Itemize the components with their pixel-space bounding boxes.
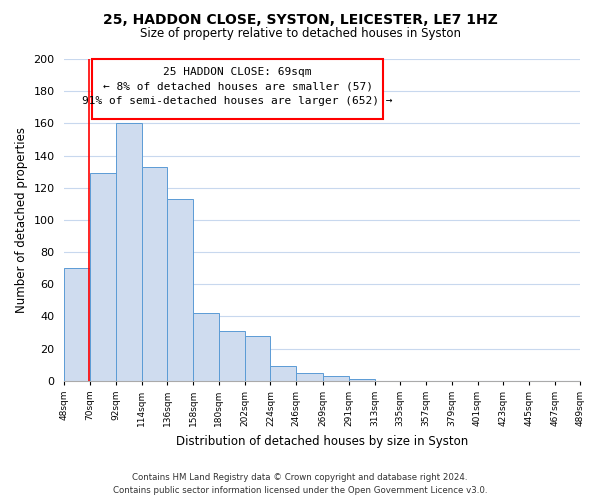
Bar — [142, 167, 167, 381]
FancyBboxPatch shape — [92, 59, 383, 118]
Bar — [90, 173, 116, 381]
Text: Contains HM Land Registry data © Crown copyright and database right 2024.
Contai: Contains HM Land Registry data © Crown c… — [113, 473, 487, 495]
Bar — [323, 376, 349, 381]
Text: 91% of semi-detached houses are larger (652) →: 91% of semi-detached houses are larger (… — [82, 96, 393, 106]
Text: Size of property relative to detached houses in Syston: Size of property relative to detached ho… — [139, 28, 461, 40]
Bar — [271, 366, 296, 381]
Bar — [296, 372, 323, 381]
Y-axis label: Number of detached properties: Number of detached properties — [15, 127, 28, 313]
Text: ← 8% of detached houses are smaller (57): ← 8% of detached houses are smaller (57) — [103, 82, 373, 92]
Bar — [193, 313, 219, 381]
Bar — [64, 268, 90, 381]
X-axis label: Distribution of detached houses by size in Syston: Distribution of detached houses by size … — [176, 434, 469, 448]
Bar — [116, 124, 142, 381]
Text: 25 HADDON CLOSE: 69sqm: 25 HADDON CLOSE: 69sqm — [163, 67, 312, 77]
Bar — [219, 331, 245, 381]
Bar — [349, 379, 374, 381]
Bar — [167, 199, 193, 381]
Text: 25, HADDON CLOSE, SYSTON, LEICESTER, LE7 1HZ: 25, HADDON CLOSE, SYSTON, LEICESTER, LE7… — [103, 12, 497, 26]
Bar — [245, 336, 271, 381]
